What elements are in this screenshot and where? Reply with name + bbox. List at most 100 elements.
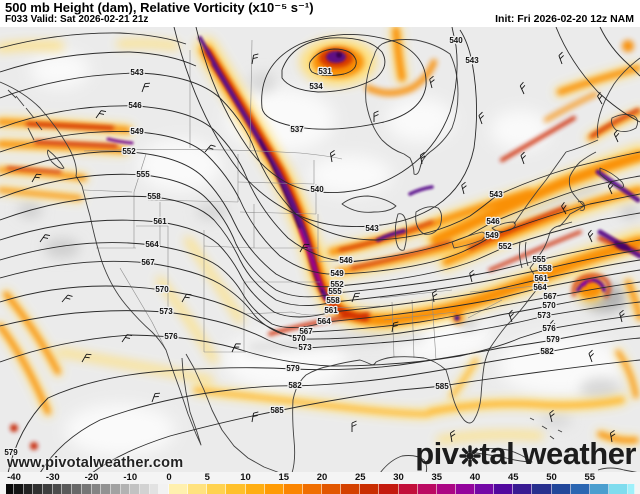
colorbar-tick: 35 xyxy=(431,472,443,483)
colorbar-segment xyxy=(120,484,131,494)
colorbar-segment xyxy=(91,484,102,494)
contour-label: 537 xyxy=(290,125,304,134)
colorbar-tick: 55 xyxy=(584,472,596,483)
vorticity-purple-layer xyxy=(106,36,640,321)
colorbar-tick: 30 xyxy=(393,472,404,483)
colorbar-segment xyxy=(139,484,150,494)
contour-label: 561 xyxy=(324,306,338,315)
contour-label: 579 xyxy=(286,364,300,373)
colorbar-strip xyxy=(0,484,640,494)
colorbar-segment xyxy=(551,484,571,494)
contour-label: 570 xyxy=(292,334,306,343)
contour-label: 576 xyxy=(164,332,178,341)
header: 500 mb Height (dam), Relative Vorticity … xyxy=(0,0,640,27)
contour-label: 555 xyxy=(532,255,546,264)
colorbar-tick: 20 xyxy=(316,472,328,483)
contour-label: 573 xyxy=(537,311,551,320)
contour-label: 558 xyxy=(326,296,340,305)
colorbar-tick: 10 xyxy=(240,472,251,483)
watermark-url: www.pivotalweather.com xyxy=(7,455,184,471)
colorbar-tick-labels: -40 -30 -20 -10 0 5 10 15 20 25 30 35 40 45 50 55 xyxy=(0,472,640,484)
contour-label: 549 xyxy=(485,231,499,240)
contour-label: 567 xyxy=(299,327,313,336)
contour-label: 552 xyxy=(498,242,512,251)
colorbar-segment xyxy=(283,484,303,494)
colorbar-tick: -10 xyxy=(123,472,138,483)
colorbar-segment xyxy=(33,484,44,494)
colorbar-segment xyxy=(23,484,34,494)
contour-label: 582 xyxy=(540,347,554,356)
contour-label: 573 xyxy=(159,307,173,316)
contour-label: 558 xyxy=(538,264,552,273)
colorbar-segment xyxy=(72,484,82,494)
colorbar-tick: -40 xyxy=(7,472,21,483)
gear-icon xyxy=(458,445,481,467)
product-title: 500 mb Height (dam), Relative Vorticity … xyxy=(5,0,314,15)
colorbar-tick: 0 xyxy=(166,472,172,483)
contour-label: 579 xyxy=(546,335,560,344)
contour-label: 549 xyxy=(330,269,344,278)
colorbar-segment xyxy=(81,484,92,494)
colorbar-segment xyxy=(513,484,533,494)
colorbar-segment xyxy=(226,484,246,494)
contour-label: 585 xyxy=(435,382,449,391)
colorbar-segment xyxy=(62,484,73,494)
contour-label: 564 xyxy=(533,283,547,292)
contour-label: 570 xyxy=(542,301,556,310)
colorbar-segment xyxy=(475,484,495,494)
contour-labels: 5315345375405405435435465495525555585615… xyxy=(3,35,561,459)
contour-label: 552 xyxy=(330,280,344,289)
colorbar-segment xyxy=(532,484,552,494)
colorbar-segment xyxy=(169,484,189,494)
colorbar-segment xyxy=(149,484,160,494)
contour-label: 531 xyxy=(318,67,332,76)
colorbar-tick: -20 xyxy=(84,472,99,483)
contour-label: 564 xyxy=(145,240,159,249)
colorbar-tick: 45 xyxy=(507,472,519,483)
colorbar-tick: 15 xyxy=(278,472,290,483)
contour-label: 543 xyxy=(130,68,144,77)
negative-vorticity-shading xyxy=(18,72,640,428)
vorticity-colorbar: -40 -30 -20 -10 0 5 10 15 20 25 30 35 40 45 50 55 xyxy=(0,472,640,494)
colorbar-tick: 50 xyxy=(546,472,557,483)
colorbar-segment xyxy=(101,484,111,494)
colorbar-segment xyxy=(322,484,342,494)
contour-label: 561 xyxy=(153,217,167,226)
contour-label: 555 xyxy=(136,170,150,179)
colorbar-segment xyxy=(14,484,24,494)
colorbar-segment xyxy=(417,484,437,494)
contour-label: 564 xyxy=(317,317,331,326)
logo-text-left: piv xyxy=(415,436,459,471)
colorbar-segment xyxy=(302,484,322,494)
colorbar-segment xyxy=(43,484,53,494)
pivotal-weather-logo: piv tal weather xyxy=(415,436,636,472)
contour-label: 549 xyxy=(130,127,144,136)
contour-label: 579 xyxy=(4,448,18,457)
colorbar-tick: 25 xyxy=(354,472,366,483)
colorbar-segment xyxy=(436,484,456,494)
colorbar-segment xyxy=(207,484,227,494)
colorbar-segment xyxy=(52,484,63,494)
contour-label: 585 xyxy=(270,406,284,415)
colorbar-segment xyxy=(264,484,284,494)
colorbar-segment xyxy=(494,484,514,494)
colorbar-segment xyxy=(360,484,380,494)
colorbar-segment xyxy=(245,484,265,494)
contour-label: 552 xyxy=(122,147,136,156)
model-init-time: Init: Fri 2026-02-20 12z NAM xyxy=(495,13,634,25)
forecast-valid-time: F033 Valid: Sat 2026-02-21 21z xyxy=(5,14,149,25)
colorbar-segment xyxy=(6,484,14,494)
colorbar-segment xyxy=(608,484,628,494)
colorbar-segment xyxy=(188,484,208,494)
contour-label: 582 xyxy=(288,381,302,390)
colorbar-segment xyxy=(398,484,418,494)
colorbar-segment xyxy=(341,484,361,494)
coastlines xyxy=(0,39,640,474)
contour-label: 546 xyxy=(128,101,142,110)
contour-label: 540 xyxy=(449,36,463,45)
colorbar-segment xyxy=(628,484,635,494)
contour-label: 570 xyxy=(155,285,169,294)
contour-label: 573 xyxy=(298,343,312,352)
